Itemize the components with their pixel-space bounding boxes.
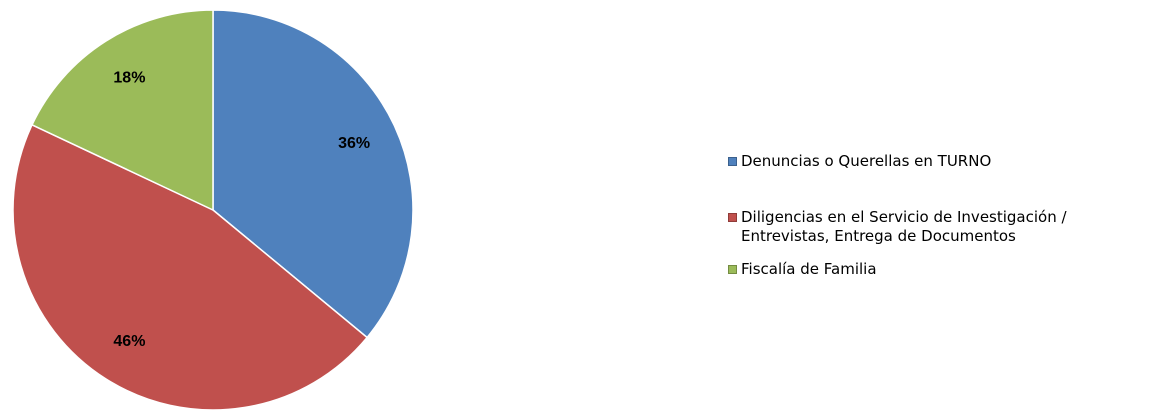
legend-label: Diligencias en el Servicio de Investigac… [741, 208, 1067, 245]
data-label: 46% [113, 333, 145, 350]
pie-slice [212, 9, 414, 339]
legend-label: Fiscalía de Familia [741, 260, 877, 278]
legend-item: Fiscalía de Familia [728, 260, 1148, 279]
legend-swatch [728, 213, 737, 222]
legend-item: Denuncias o Querellas en TURNO [728, 152, 1148, 171]
data-label: 36% [338, 135, 370, 152]
data-label: 18% [113, 70, 145, 87]
legend-swatch [728, 265, 737, 274]
pie-slice [12, 123, 369, 411]
pie-area: 36% 46% 18% [12, 9, 414, 411]
pie-slice [31, 9, 214, 212]
legend-item: Diligencias en el Servicio de Investigac… [728, 208, 1148, 246]
legend-label: Denuncias o Querellas en TURNO [741, 152, 992, 170]
legend-swatch [728, 157, 737, 166]
